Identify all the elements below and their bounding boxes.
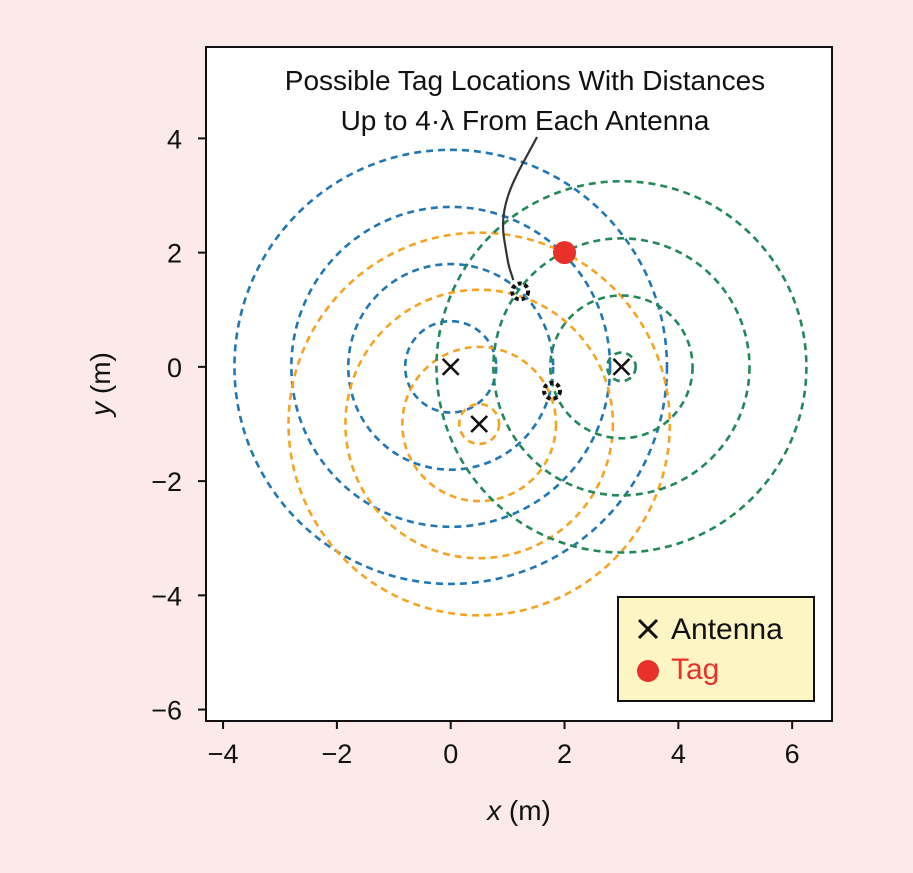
candidate-location-0 [510, 281, 531, 302]
legend-box [617, 596, 815, 702]
y-tick-label: 0 [167, 353, 182, 383]
y-tick-label: −4 [151, 581, 182, 611]
y-tick-label: −6 [151, 696, 182, 726]
annotation-line-2: Up to 4·λ From Each Antenna [341, 105, 710, 136]
range-circle-orange-3 [287, 231, 672, 617]
markers-layer [441, 241, 631, 433]
antenna-marker-stroke [441, 357, 460, 376]
legend-label-0: Antenna [671, 613, 783, 646]
x-tick-label: 6 [785, 739, 800, 769]
ticks-layer: −4 −2 0 2 4 6 −6 −4 −2 0 2 4 [151, 124, 799, 769]
range-circle-blue-3 [233, 148, 669, 586]
x-tick-label: 4 [671, 739, 686, 769]
circles-layer [233, 148, 808, 617]
legend-antenna-marker [637, 618, 659, 640]
range-circle-green-0 [605, 351, 637, 383]
y-tick-label: 2 [167, 239, 182, 269]
antenna-marker-1 [470, 415, 489, 433]
candidate-location-1 [542, 380, 563, 401]
range-circle-orange-0 [457, 402, 501, 446]
x-tick-label: −4 [208, 739, 239, 769]
tag-marker [553, 241, 577, 265]
range-circle-orange-2 [344, 288, 615, 560]
labels-layer: x (m) y (m) [85, 352, 551, 826]
y-tick-label: 4 [167, 124, 182, 154]
x-tick-label: −2 [321, 739, 352, 769]
x-tick-label: 0 [443, 739, 458, 769]
annotation-pointer-line [501, 136, 538, 281]
range-circle-green-1 [548, 294, 694, 440]
range-circle-orange-1 [401, 345, 558, 503]
y-axis-label: y (m) [85, 352, 116, 418]
antenna-marker-2 [612, 357, 631, 376]
antenna-marker-stroke [612, 357, 631, 376]
x-tick-label: 2 [557, 739, 572, 769]
antenna-marker-0 [441, 357, 460, 376]
annotation-line-1: Possible Tag Locations With Distances [285, 65, 765, 96]
x-axis-label: x (m) [485, 795, 551, 826]
antenna-marker-stroke [470, 415, 489, 433]
range-circle-blue-0 [403, 319, 498, 414]
plot-frame [205, 46, 833, 722]
legend-tag-marker [637, 660, 659, 682]
range-circle-blue-2 [290, 205, 612, 529]
range-circle-blue-1 [346, 262, 555, 471]
y-tick-label: −2 [151, 467, 182, 497]
legend-label-1: Tag [671, 653, 719, 686]
range-circle-green-2 [492, 237, 751, 497]
range-circle-green-3 [435, 179, 808, 554]
annotation-layer: Possible Tag Locations With Distances Up … [285, 65, 765, 281]
legend-marker-stroke [637, 618, 659, 640]
legend: Antenna Tag [617, 596, 815, 702]
